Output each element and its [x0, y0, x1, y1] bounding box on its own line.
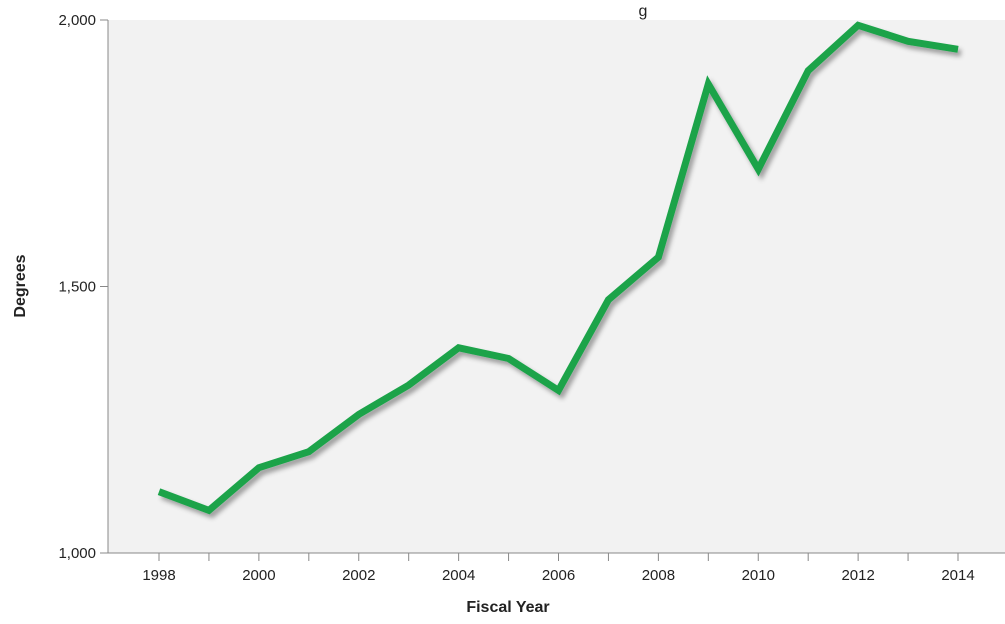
y-axis-title: Degrees — [12, 254, 29, 317]
x-tick-label: 2008 — [642, 567, 675, 584]
series-group — [157, 21, 960, 515]
series-line-degrees — [157, 21, 959, 515]
data-point — [407, 383, 411, 387]
data-point — [557, 388, 561, 392]
x-tick-label: 2004 — [442, 567, 475, 584]
data-point — [806, 69, 810, 73]
x-tick-label: 2010 — [742, 567, 775, 584]
x-tick-label: 1998 — [142, 567, 175, 584]
data-point — [956, 47, 960, 51]
y-tick-label: 1,000 — [58, 545, 96, 562]
x-axis-title: Fiscal Year — [466, 599, 549, 616]
y-axis-ticks: 1,000 1,500 2,000 — [58, 12, 108, 562]
x-tick-label: 2002 — [342, 567, 375, 584]
data-point — [906, 39, 910, 43]
data-point — [307, 450, 311, 454]
x-tick-label: 2012 — [841, 567, 874, 584]
data-point — [706, 82, 710, 86]
data-point — [656, 255, 660, 259]
data-point — [357, 412, 361, 416]
x-axis-ticks: 1998 2000 2002 2004 2006 2008 2010 2012 2014 — [142, 553, 975, 584]
data-point — [606, 298, 610, 302]
y-tick-label: 2,000 — [58, 12, 96, 29]
data-point — [257, 466, 261, 470]
y-tick-label: 1,500 — [58, 279, 96, 296]
data-point — [157, 490, 161, 494]
x-tick-label: 2006 — [542, 567, 575, 584]
data-point — [457, 346, 461, 350]
chart-title-fragment: g — [639, 3, 648, 20]
data-point — [507, 356, 511, 360]
x-tick-label: 2014 — [941, 567, 974, 584]
data-point — [856, 23, 860, 27]
plot-area — [108, 20, 1005, 553]
x-tick-label: 2000 — [242, 567, 275, 584]
data-point — [756, 167, 760, 171]
data-point — [207, 508, 211, 512]
